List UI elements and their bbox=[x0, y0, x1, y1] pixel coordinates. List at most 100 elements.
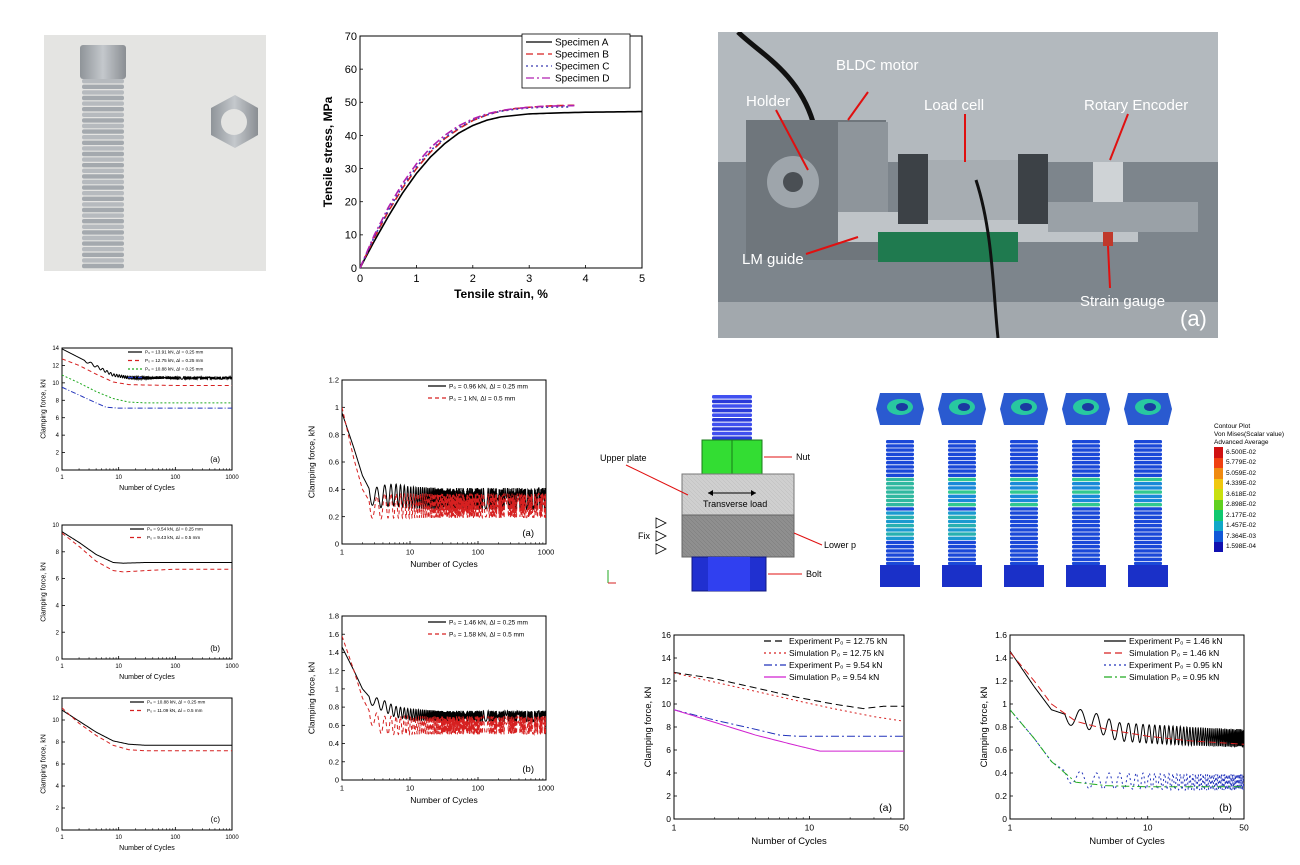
fem-thread-ring bbox=[948, 524, 976, 528]
label-holder: Holder bbox=[746, 93, 790, 110]
fem-thread-ring bbox=[1134, 557, 1162, 561]
fem-thread-ring bbox=[886, 461, 914, 465]
fem-thread-ring bbox=[712, 418, 752, 422]
chart-left-c-svg: 1 10 100 1000 0 2 4 6 8 10 12 Number of Cycles Clamp… bbox=[41, 696, 240, 852]
x-axis-label: Number of Cycles bbox=[119, 845, 175, 852]
fem-thread-ring bbox=[1010, 469, 1038, 473]
chart-right-a: 1 10 50 0 2 4 6 8 10 12 14 16 Number of Cycles Clampi… bbox=[640, 627, 920, 861]
fem-thread-ring bbox=[1010, 444, 1038, 448]
fem-thread-ring bbox=[1072, 507, 1100, 511]
fem-thread-ring bbox=[886, 536, 914, 540]
fem-thread-ring bbox=[948, 545, 976, 549]
plot-frame bbox=[61, 524, 233, 660]
panel-label: (a) bbox=[210, 455, 220, 464]
series-line bbox=[674, 709, 904, 737]
series-line bbox=[62, 358, 232, 386]
fem-thread-ring bbox=[1134, 477, 1162, 482]
fem-thread-ring bbox=[1010, 545, 1038, 549]
fem-thread-ring bbox=[886, 440, 914, 444]
thread-ring bbox=[82, 151, 124, 157]
y-tick-label: 1.2 bbox=[329, 376, 339, 385]
label-rotary-encoder: Rotary Encoder bbox=[1084, 97, 1188, 114]
fem-thread-ring bbox=[886, 540, 914, 545]
legend: Experiment P₀ = 12.75 kN Simulation P₀ = … bbox=[764, 636, 887, 682]
legend: P₀ = 10.88 kN, Δl = 0.25 mm P₀ = 11.09 kN… bbox=[130, 700, 206, 713]
chart-right-b: 1 10 50 0 0.2 0.4 0.6 0.8 1 1.2 1.4 1.6 Number of Cy… bbox=[976, 627, 1260, 861]
y-tick-label: 50 bbox=[345, 97, 357, 109]
fem-thread-ring bbox=[712, 413, 752, 417]
y-tick-label: 20 bbox=[345, 197, 357, 209]
fem-thread-ring bbox=[1010, 561, 1038, 566]
fem-thread-ring bbox=[1134, 503, 1162, 507]
thread-ring bbox=[82, 202, 124, 207]
plot-frame bbox=[341, 379, 547, 545]
contour-value: 6.500E-02 bbox=[1226, 448, 1256, 456]
fem-thread-ring bbox=[1010, 536, 1038, 540]
legend-label: Simulation P₀ = 1.46 kN bbox=[1129, 648, 1219, 658]
thread-ring bbox=[82, 207, 124, 213]
fem-thread-ring bbox=[1072, 532, 1100, 536]
series-line bbox=[342, 407, 546, 520]
lm-guide bbox=[878, 232, 1018, 262]
y-axis-label: Clamping force, kN bbox=[41, 379, 48, 439]
fem-thread-ring bbox=[1134, 494, 1162, 498]
fem-thread-ring bbox=[1010, 515, 1038, 519]
thread-ring bbox=[82, 118, 124, 123]
y-tick-label: 0.8 bbox=[995, 722, 1007, 732]
thread-ring bbox=[82, 179, 124, 185]
x-tick-label: 1 bbox=[413, 273, 419, 285]
x-tick-label: 0 bbox=[357, 273, 363, 285]
fem-thread-ring bbox=[948, 482, 976, 486]
thread-ring bbox=[82, 224, 124, 229]
x-tick-label: 1 bbox=[60, 835, 64, 841]
series-line bbox=[62, 532, 232, 573]
fem-bolt-head bbox=[942, 565, 982, 587]
contour-legend-rows: 6.500E-02 5.779E-02 5.059E-02 4.339E-02 3.61… bbox=[1214, 447, 1300, 552]
strain-gauge bbox=[1103, 232, 1113, 246]
fem-thread-ring bbox=[712, 427, 752, 431]
fem-thread-ring bbox=[886, 507, 914, 511]
fem-thread-ring bbox=[948, 469, 976, 473]
thread-ring bbox=[82, 252, 124, 257]
legend-label: P₀ = 10.88 kN, Δl = 0.25 mm bbox=[145, 367, 204, 372]
thread-ring bbox=[82, 241, 124, 246]
legend: Experiment P₀ = 1.46 kN Simulation P₀ = 1… bbox=[1104, 636, 1223, 682]
thread-ring bbox=[82, 135, 124, 140]
test-rig-photo: BLDC motor Holder Load cell Rotary Encod… bbox=[718, 32, 1218, 338]
x-axis-label: Number of Cycles bbox=[1089, 836, 1165, 847]
y-tick-label: 0 bbox=[56, 657, 60, 663]
y-tick-label: 12 bbox=[52, 696, 59, 702]
y-tick-label: 40 bbox=[345, 130, 357, 142]
load-cell-cable bbox=[974, 179, 1000, 338]
x-tick-label: 100 bbox=[472, 784, 485, 793]
nut-hole bbox=[221, 109, 247, 135]
x-tick-label: 1 bbox=[340, 784, 344, 793]
legend-label: P₀ = 10.88 kN, Δl = 0.25 mm bbox=[147, 700, 206, 705]
y-tick-label: 2 bbox=[666, 791, 671, 801]
legend: P₀ = 1.46 kN, Δl = 0.25 mm P₀ = 1.58 kN, … bbox=[428, 619, 528, 638]
fem-thread-ring bbox=[1134, 482, 1162, 486]
fem-thread-ring bbox=[886, 532, 914, 536]
fem-thread-ring bbox=[1010, 557, 1038, 561]
contour-color-swatch bbox=[1214, 457, 1223, 468]
y-tick-label: 1 bbox=[335, 403, 339, 412]
thread-ring bbox=[82, 213, 124, 218]
fem-thread-ring bbox=[1010, 490, 1038, 494]
x-tick-label: 100 bbox=[170, 835, 181, 841]
thread-ring bbox=[82, 107, 124, 112]
series-line bbox=[360, 110, 642, 268]
fem-thread-ring bbox=[886, 549, 914, 553]
fem-thread-ring bbox=[1010, 477, 1038, 482]
fem-thread-ring bbox=[1072, 494, 1100, 498]
fem-thread-ring bbox=[1010, 473, 1038, 477]
contour-legend-title-1: Contour Plot bbox=[1214, 423, 1251, 430]
legend-label: Specimen A bbox=[555, 38, 609, 49]
y-tick-label: 10 bbox=[662, 699, 672, 709]
y-tick-label: 2 bbox=[56, 806, 60, 812]
legend-label: P₀ = 9.54 kN, Δl = 0.25 mm bbox=[147, 527, 203, 532]
contour-legend-row: 1.598E-04 bbox=[1214, 541, 1300, 552]
thread-ring bbox=[82, 123, 124, 129]
y-tick-label: 0 bbox=[56, 468, 60, 474]
fem-thread-ring bbox=[1010, 553, 1038, 557]
fem-thread-ring bbox=[886, 469, 914, 473]
